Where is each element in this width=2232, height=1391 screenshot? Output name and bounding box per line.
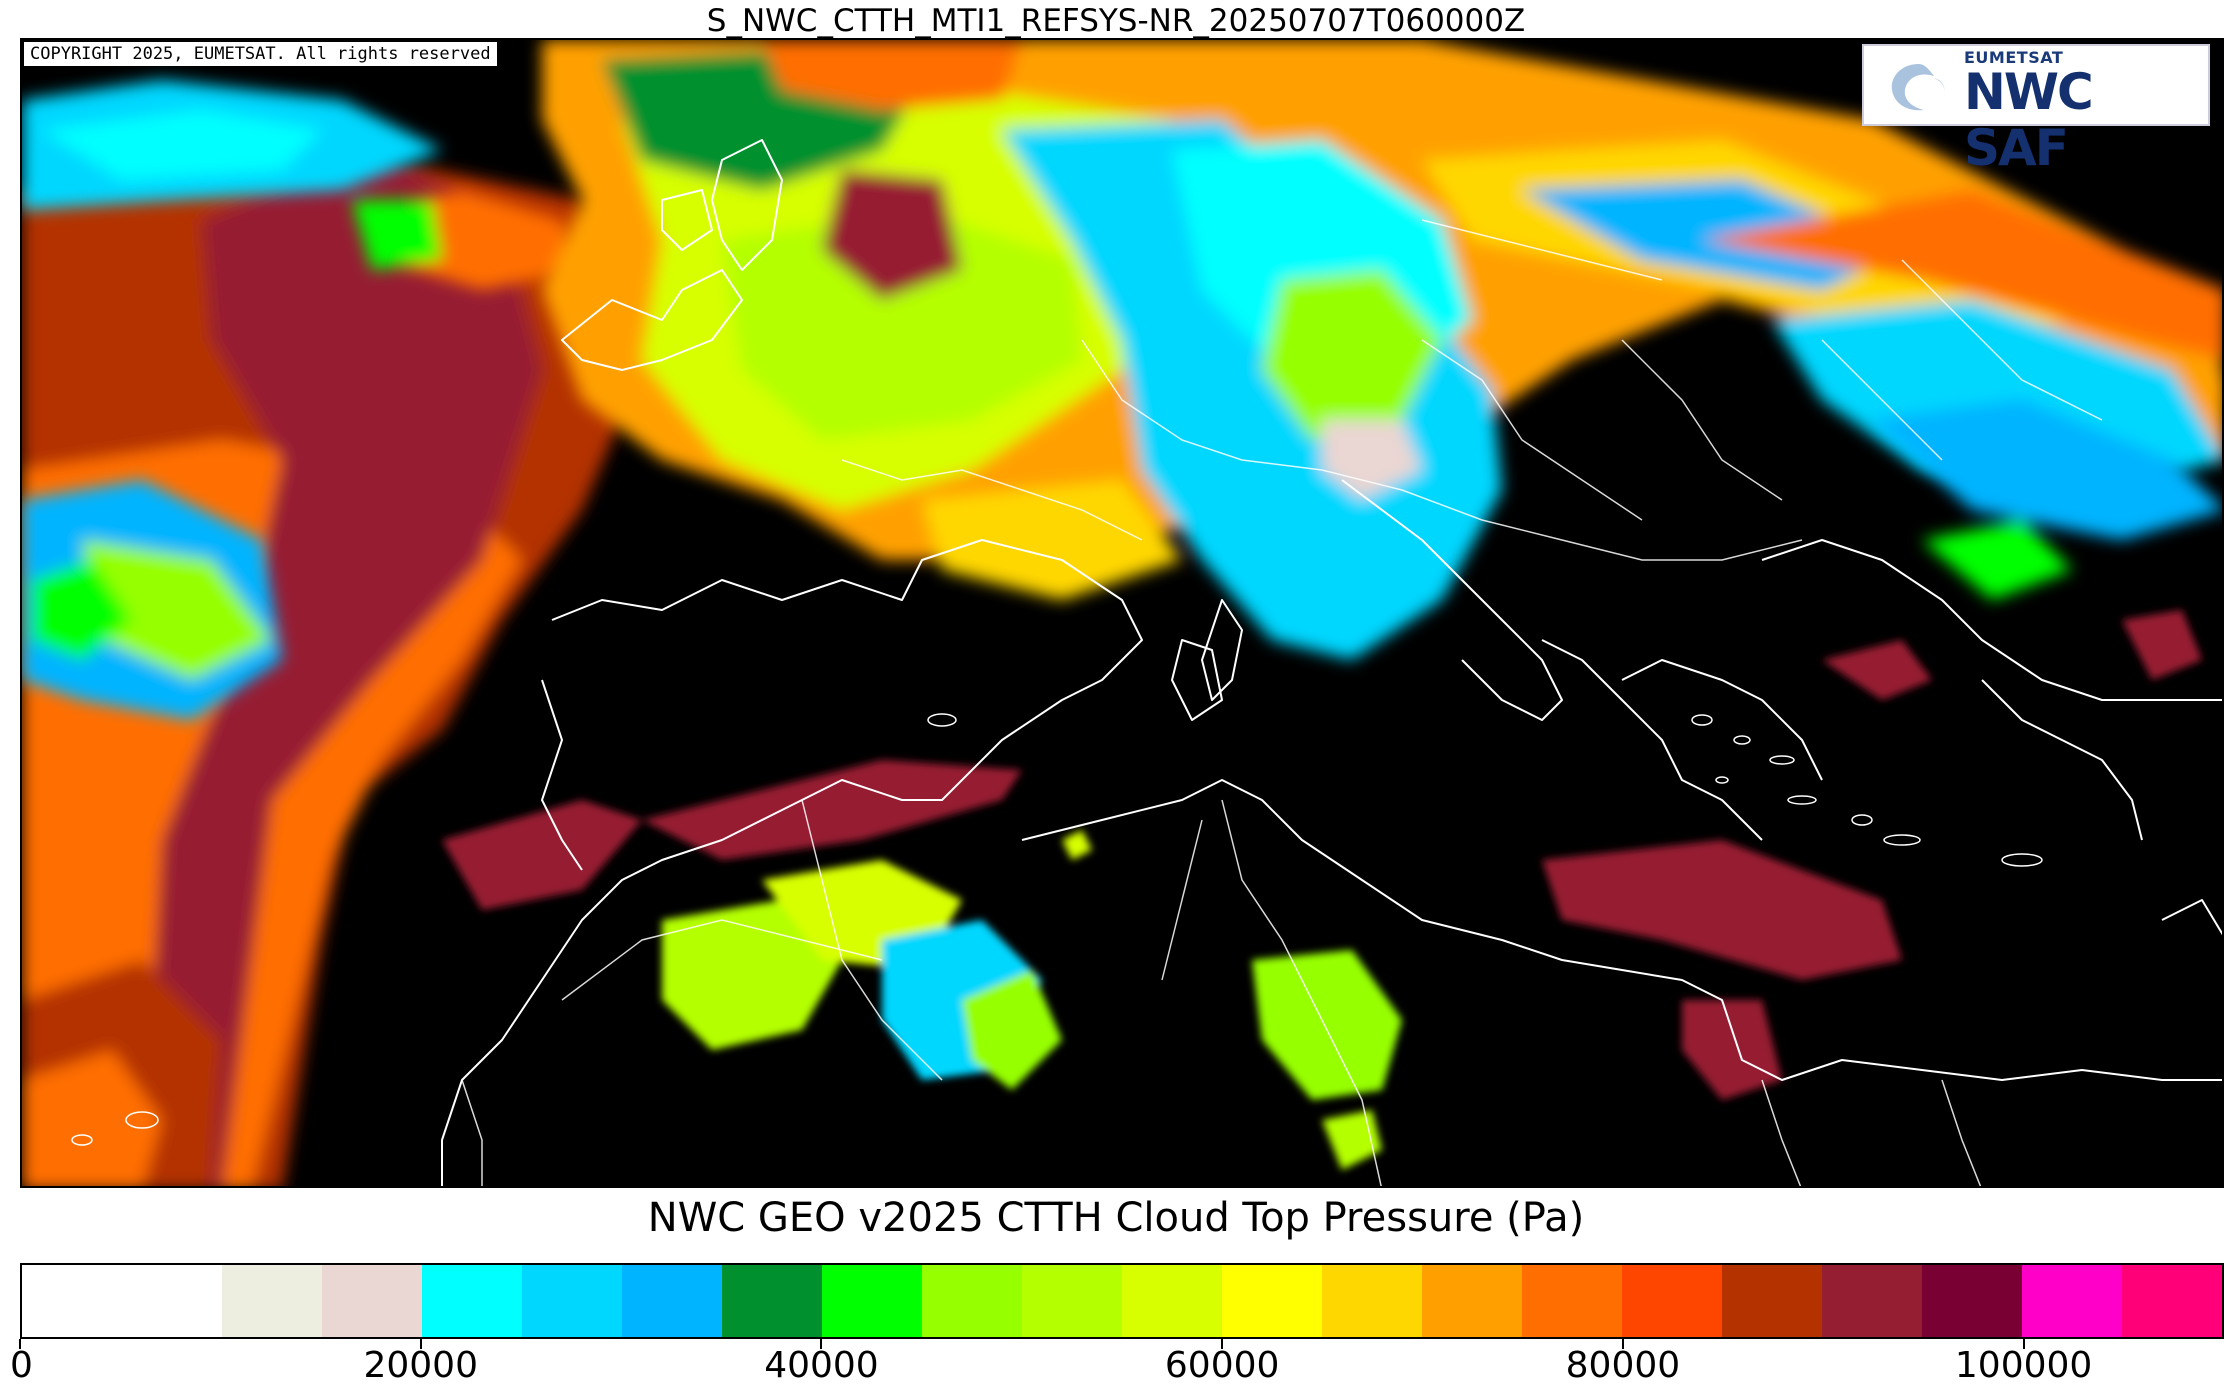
colorbar-tick-label: 20000 [363, 1345, 478, 1386]
colorbar-segment [222, 1265, 322, 1337]
logo-nwcsaf-text: NWC SAF [1964, 63, 2094, 177]
colorbar-segment [1922, 1265, 2022, 1337]
copyright-notice: COPYRIGHT 2025, EUMETSAT. All rights res… [24, 42, 497, 66]
colorbar-tick-mark [2022, 1339, 2025, 1349]
colorbar-segment [822, 1265, 922, 1337]
colorbar-segment [1022, 1265, 1122, 1337]
colorbar-segment [1522, 1265, 1622, 1337]
colorbar-tick-label: 100000 [1954, 1345, 2093, 1386]
cloud-field-black-sea-east [1872, 400, 2222, 600]
colorbar-segment [1222, 1265, 1322, 1337]
colorbar-tick-label: 0 [10, 1345, 33, 1386]
cloud-field-north-atlantic [22, 80, 582, 720]
colorbar-segment [1822, 1265, 1922, 1337]
cloud-field-europe [542, 40, 2222, 660]
colorbar-segment [1322, 1265, 1422, 1337]
colorbar-segment [722, 1265, 822, 1337]
colorbar-tick-mark [1621, 1339, 1624, 1349]
map-frame[interactable] [20, 38, 2224, 1188]
colorbar-segment [2122, 1265, 2222, 1337]
cloud-field-africa [662, 830, 1402, 1170]
cloud-top-pressure-map [22, 40, 2222, 1186]
colorbar-segment [322, 1265, 422, 1337]
file-title: S_NWC_CTTH_MTI1_REFSYS-NR_20250707T06000… [706, 3, 1526, 39]
colorbar-segment [922, 1265, 1022, 1337]
colorbar [20, 1263, 2224, 1339]
colorbar-tick-mark [820, 1339, 823, 1349]
colorbar-segment [622, 1265, 722, 1337]
colorbar-segment [22, 1265, 222, 1337]
colorbar-tick-mark [19, 1339, 21, 1349]
colorbar-segment [1722, 1265, 1822, 1337]
nwcsaf-logo: EUMETSAT NWC SAF [1862, 44, 2210, 176]
colorbar-segment [2022, 1265, 2122, 1337]
colorbar-segment [422, 1265, 522, 1337]
cloud-field-mediterranean-low [442, 610, 2202, 1100]
colorbar-segment [1622, 1265, 1722, 1337]
country-borders [461, 219, 2103, 1186]
colorbar-tick-mark [419, 1339, 422, 1349]
colorbar-tick-mark [1221, 1339, 1224, 1349]
islands [71, 713, 2043, 1146]
colorbar-tick-label: 80000 [1565, 1345, 1681, 1386]
colorbar-segment [1422, 1265, 1522, 1337]
logo-eumetsat-text: EUMETSAT [1964, 48, 2064, 67]
cloud-field-low-atlantic [22, 150, 642, 1186]
swirl-icon [1891, 64, 1945, 111]
colorbar-tick-label: 40000 [764, 1345, 879, 1386]
colorbar-tick-label: 60000 [1164, 1345, 1280, 1386]
colorbar-title: NWC GEO v2025 CTTH Cloud Top Pressure (P… [647, 1195, 1585, 1241]
coastlines [441, 139, 2222, 1186]
colorbar-segment [1122, 1265, 1222, 1337]
colorbar-segment [522, 1265, 622, 1337]
